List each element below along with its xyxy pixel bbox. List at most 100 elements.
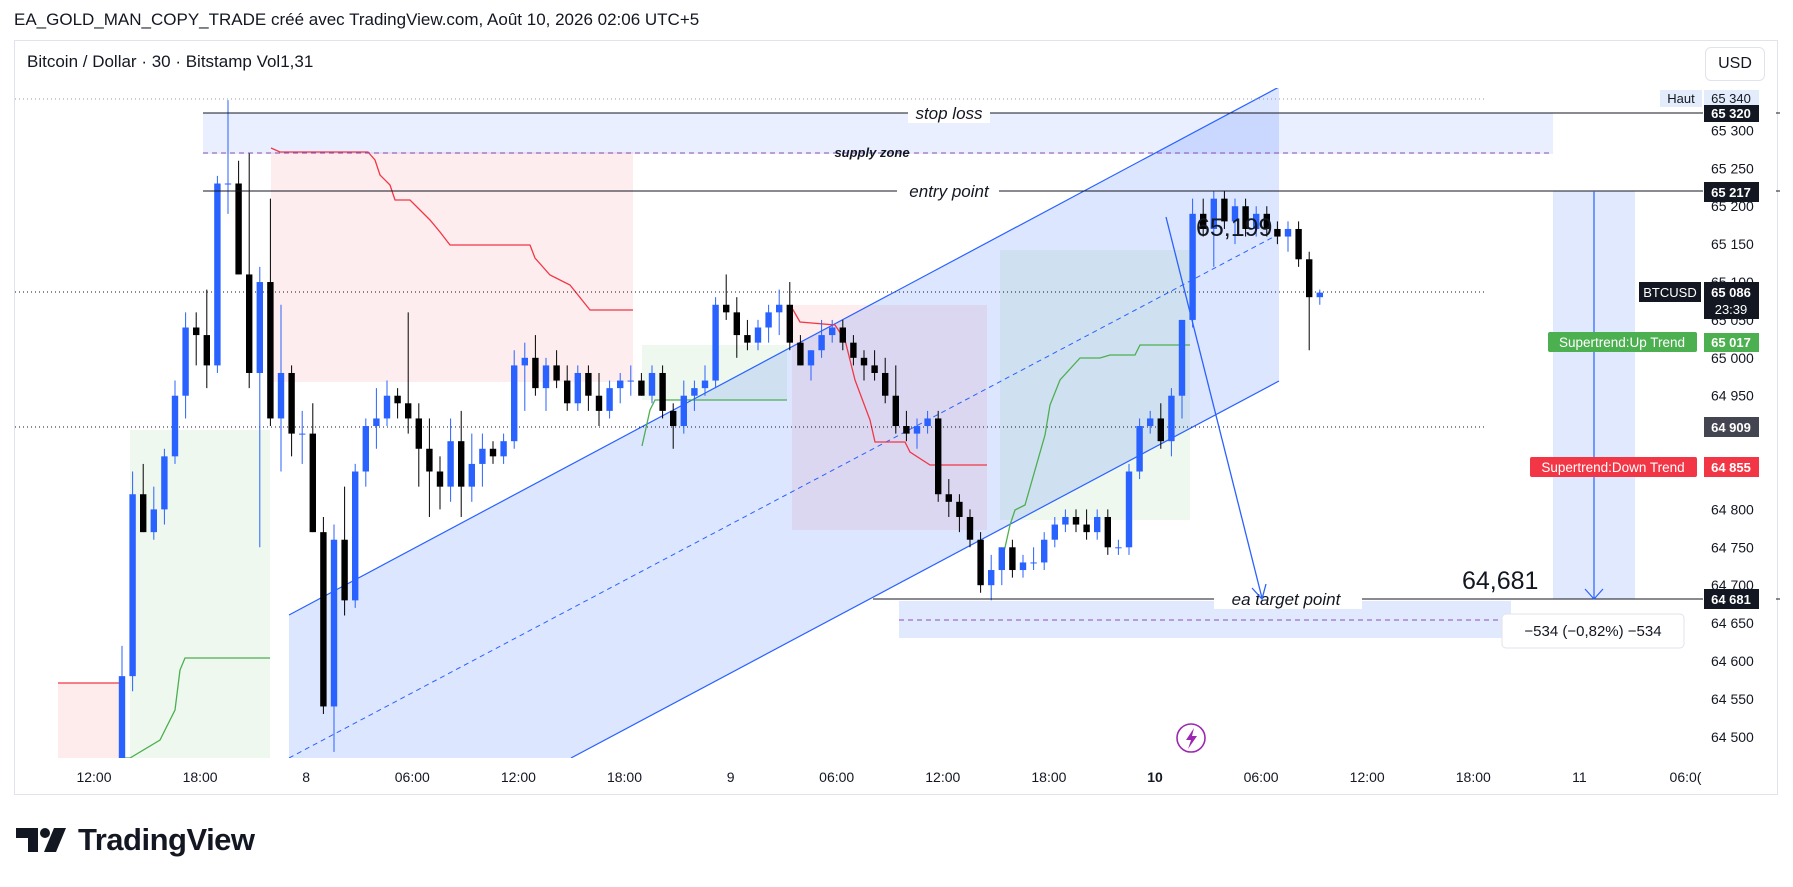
candle-up[interactable] bbox=[627, 380, 634, 382]
candle-down[interactable] bbox=[458, 441, 465, 487]
candle-up[interactable] bbox=[648, 372, 656, 396]
candle-up[interactable] bbox=[776, 304, 783, 313]
candle-up[interactable] bbox=[1189, 213, 1196, 320]
candle-down[interactable] bbox=[850, 342, 857, 358]
candle-up[interactable] bbox=[1253, 213, 1260, 229]
candle-down[interactable] bbox=[935, 418, 942, 495]
candle-up[interactable] bbox=[1147, 418, 1154, 427]
candle-up[interactable] bbox=[1316, 292, 1323, 298]
candle-up[interactable] bbox=[277, 372, 285, 419]
candle-up[interactable] bbox=[182, 327, 189, 396]
candle-down[interactable] bbox=[871, 365, 878, 373]
candle-up[interactable] bbox=[1125, 471, 1133, 548]
channel-upper-line[interactable] bbox=[288, 87, 1279, 616]
candle-up[interactable] bbox=[765, 312, 772, 328]
candle-up[interactable] bbox=[1051, 524, 1058, 540]
candle-down[interactable] bbox=[595, 395, 603, 411]
candle-up[interactable] bbox=[1284, 228, 1292, 237]
candle-down[interactable] bbox=[966, 516, 974, 540]
candle-down[interactable] bbox=[309, 433, 316, 533]
candle-down[interactable] bbox=[267, 282, 274, 419]
candle-up[interactable] bbox=[701, 380, 709, 389]
candle-down[interactable] bbox=[723, 304, 730, 313]
candle-down[interactable] bbox=[638, 380, 645, 396]
candle-down[interactable] bbox=[797, 342, 804, 366]
candle-down[interactable] bbox=[1104, 516, 1111, 548]
candle-down[interactable] bbox=[1083, 524, 1090, 533]
candle-up[interactable] bbox=[299, 433, 306, 435]
candle-up[interactable] bbox=[511, 365, 518, 442]
candle-down[interactable] bbox=[860, 357, 868, 366]
candle-down[interactable] bbox=[1072, 516, 1080, 525]
projection-arrow-line[interactable] bbox=[1165, 216, 1263, 599]
candle-down[interactable] bbox=[1242, 206, 1249, 229]
candle-up[interactable] bbox=[680, 395, 687, 427]
candle-down[interactable] bbox=[945, 494, 952, 502]
candle-down[interactable] bbox=[426, 448, 433, 472]
candle-up[interactable] bbox=[330, 539, 338, 707]
candle-up[interactable] bbox=[807, 350, 815, 366]
candle-up[interactable] bbox=[118, 676, 126, 760]
candle-up[interactable] bbox=[224, 183, 232, 185]
candle-down[interactable] bbox=[288, 372, 295, 434]
candle-up[interactable] bbox=[383, 395, 391, 419]
candle-up[interactable] bbox=[1178, 319, 1186, 396]
candle-down[interactable] bbox=[659, 372, 666, 411]
candle-up[interactable] bbox=[1041, 539, 1048, 563]
candle-down[interactable] bbox=[320, 532, 327, 707]
candle-down[interactable] bbox=[670, 410, 677, 427]
candle-up[interactable] bbox=[161, 456, 168, 510]
candle-up[interactable] bbox=[352, 471, 359, 601]
candle-down[interactable] bbox=[882, 372, 889, 396]
candle-down[interactable] bbox=[1221, 198, 1228, 222]
currency-button[interactable]: USD bbox=[1705, 47, 1765, 81]
candle-down[interactable] bbox=[786, 304, 793, 343]
candle-down[interactable] bbox=[341, 539, 348, 601]
candle-down[interactable] bbox=[235, 183, 242, 275]
candle-down[interactable] bbox=[203, 335, 210, 366]
tradingview-logo[interactable]: TradingView bbox=[16, 822, 255, 858]
candle-up[interactable] bbox=[1168, 395, 1175, 442]
candle-down[interactable] bbox=[1263, 213, 1270, 229]
candle-up[interactable] bbox=[1062, 516, 1069, 525]
candle-down[interactable] bbox=[956, 501, 963, 517]
candle-down[interactable] bbox=[977, 539, 984, 586]
candle-down[interactable] bbox=[564, 380, 571, 404]
candle-up[interactable] bbox=[988, 570, 995, 586]
candle-up[interactable] bbox=[574, 372, 581, 404]
candle-down[interactable] bbox=[744, 335, 751, 343]
candle-down[interactable] bbox=[1274, 228, 1281, 237]
candle-up[interactable] bbox=[1030, 562, 1037, 564]
candle-down[interactable] bbox=[415, 418, 422, 449]
candle-up[interactable] bbox=[500, 441, 507, 457]
candle-down[interactable] bbox=[436, 471, 444, 487]
candle-up[interactable] bbox=[754, 327, 762, 343]
candle-down[interactable] bbox=[1157, 418, 1164, 442]
candle-down[interactable] bbox=[193, 327, 200, 336]
candle-up[interactable] bbox=[1210, 198, 1217, 229]
candle-up[interactable] bbox=[712, 304, 719, 381]
candle-down[interactable] bbox=[903, 426, 910, 434]
candle-up[interactable] bbox=[214, 183, 221, 366]
candle-up[interactable] bbox=[256, 282, 263, 373]
candle-up[interactable] bbox=[1019, 562, 1027, 571]
candle-down[interactable] bbox=[394, 395, 401, 404]
candle-down[interactable] bbox=[1009, 547, 1016, 571]
candle-down[interactable] bbox=[553, 365, 560, 381]
candle-up[interactable] bbox=[468, 463, 475, 487]
candle-up[interactable] bbox=[373, 418, 380, 427]
candle-down[interactable] bbox=[1306, 259, 1313, 298]
candle-up[interactable] bbox=[1094, 516, 1101, 533]
candle-down[interactable] bbox=[246, 274, 253, 373]
candle-down[interactable] bbox=[585, 372, 592, 396]
candle-up[interactable] bbox=[691, 388, 698, 396]
channel-median-line[interactable] bbox=[288, 233, 1280, 758]
time-axis[interactable] bbox=[15, 758, 1703, 794]
candle-up[interactable] bbox=[362, 426, 369, 472]
candle-down[interactable] bbox=[1295, 228, 1302, 260]
candle-up[interactable] bbox=[1115, 547, 1122, 549]
candle-up[interactable] bbox=[129, 494, 136, 677]
candle-up[interactable] bbox=[171, 395, 179, 457]
candle-up[interactable] bbox=[829, 327, 836, 336]
